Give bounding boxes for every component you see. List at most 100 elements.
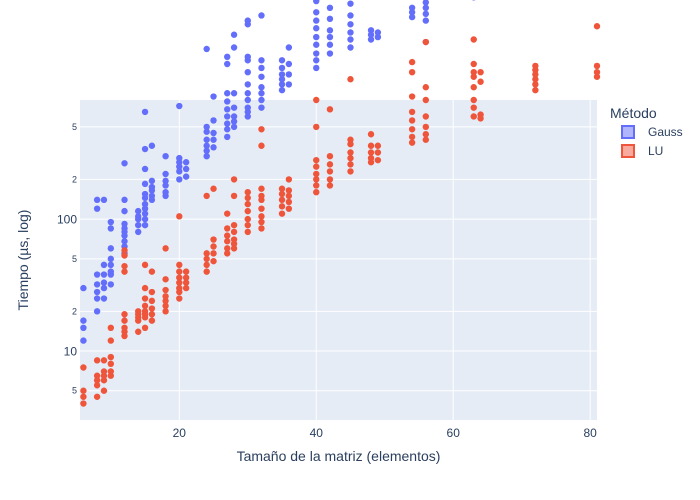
- point-gauss[interactable]: [93, 288, 101, 296]
- point-gauss[interactable]: [285, 44, 293, 51]
- point-gauss[interactable]: [141, 165, 149, 173]
- point-gauss[interactable]: [148, 142, 156, 149]
- point-gauss[interactable]: [148, 183, 156, 191]
- point-lu[interactable]: [244, 221, 251, 229]
- point-lu[interactable]: [244, 194, 251, 202]
- legend-item-gauss[interactable]: Gauss: [621, 125, 683, 139]
- point-lu[interactable]: [285, 198, 293, 206]
- point-lu[interactable]: [93, 377, 101, 384]
- point-gauss[interactable]: [326, 27, 334, 34]
- point-lu[interactable]: [422, 123, 430, 131]
- point-gauss[interactable]: [210, 117, 217, 124]
- point-lu[interactable]: [100, 368, 108, 375]
- point-lu[interactable]: [224, 238, 231, 245]
- point-lu[interactable]: [470, 36, 477, 43]
- point-gauss[interactable]: [141, 205, 149, 212]
- point-gauss[interactable]: [278, 76, 286, 83]
- point-gauss[interactable]: [210, 136, 217, 143]
- point-lu[interactable]: [374, 149, 382, 156]
- point-gauss[interactable]: [100, 284, 108, 292]
- point-lu[interactable]: [408, 117, 416, 124]
- point-gauss[interactable]: [313, 41, 320, 48]
- point-gauss[interactable]: [367, 31, 375, 38]
- point-gauss[interactable]: [422, 10, 430, 18]
- point-lu[interactable]: [121, 252, 128, 259]
- point-lu[interactable]: [258, 126, 265, 133]
- point-lu[interactable]: [224, 225, 231, 232]
- point-lu[interactable]: [93, 357, 101, 364]
- point-lu[interactable]: [230, 221, 238, 229]
- point-lu[interactable]: [107, 324, 115, 332]
- point-gauss[interactable]: [100, 271, 108, 278]
- point-gauss[interactable]: [258, 64, 265, 72]
- point-lu[interactable]: [347, 149, 354, 156]
- point-gauss[interactable]: [107, 255, 115, 263]
- point-gauss[interactable]: [176, 154, 183, 162]
- point-lu[interactable]: [532, 76, 539, 83]
- point-lu[interactable]: [224, 232, 231, 239]
- point-gauss[interactable]: [258, 12, 265, 19]
- point-gauss[interactable]: [107, 261, 115, 269]
- point-gauss[interactable]: [210, 129, 217, 137]
- point-lu[interactable]: [593, 23, 601, 30]
- point-gauss[interactable]: [135, 228, 142, 236]
- point-gauss[interactable]: [203, 142, 210, 149]
- point-lu[interactable]: [162, 293, 169, 300]
- point-lu[interactable]: [532, 62, 539, 70]
- point-gauss[interactable]: [313, 9, 320, 16]
- point-gauss[interactable]: [182, 165, 190, 173]
- point-gauss[interactable]: [230, 113, 238, 120]
- point-gauss[interactable]: [121, 160, 128, 167]
- point-gauss[interactable]: [285, 71, 293, 78]
- point-gauss[interactable]: [326, 33, 334, 41]
- point-gauss[interactable]: [347, 36, 354, 43]
- point-gauss[interactable]: [80, 337, 87, 344]
- point-gauss[interactable]: [313, 57, 320, 64]
- point-lu[interactable]: [285, 176, 293, 183]
- point-gauss[interactable]: [244, 68, 251, 76]
- point-lu[interactable]: [422, 84, 430, 91]
- point-gauss[interactable]: [121, 238, 128, 245]
- point-gauss[interactable]: [230, 118, 238, 125]
- point-lu[interactable]: [121, 262, 128, 270]
- legend-item-lu[interactable]: LU: [621, 144, 663, 158]
- point-gauss[interactable]: [408, 13, 416, 21]
- point-gauss[interactable]: [313, 17, 320, 24]
- point-lu[interactable]: [258, 192, 265, 200]
- point-gauss[interactable]: [93, 295, 101, 302]
- point-gauss[interactable]: [93, 196, 101, 204]
- point-lu[interactable]: [203, 261, 210, 269]
- point-lu[interactable]: [313, 170, 320, 178]
- point-gauss[interactable]: [244, 113, 251, 120]
- point-gauss[interactable]: [182, 173, 190, 180]
- point-gauss[interactable]: [141, 221, 149, 229]
- point-lu[interactable]: [285, 192, 293, 200]
- point-gauss[interactable]: [224, 126, 231, 133]
- point-gauss[interactable]: [258, 90, 265, 97]
- point-lu[interactable]: [470, 68, 477, 76]
- point-lu[interactable]: [230, 236, 238, 243]
- point-lu[interactable]: [141, 308, 149, 315]
- point-lu[interactable]: [244, 188, 251, 196]
- point-lu[interactable]: [141, 302, 149, 310]
- point-lu[interactable]: [367, 131, 375, 138]
- point-gauss[interactable]: [224, 90, 231, 97]
- point-lu[interactable]: [278, 185, 286, 192]
- point-lu[interactable]: [100, 377, 108, 384]
- point-gauss[interactable]: [258, 84, 265, 91]
- point-lu[interactable]: [230, 192, 238, 200]
- point-gauss[interactable]: [162, 170, 169, 178]
- point-gauss[interactable]: [367, 27, 375, 34]
- point-lu[interactable]: [285, 187, 293, 194]
- point-lu[interactable]: [593, 62, 601, 70]
- point-gauss[interactable]: [162, 177, 169, 185]
- point-lu[interactable]: [176, 274, 183, 281]
- point-gauss[interactable]: [347, 0, 354, 7]
- point-gauss[interactable]: [121, 207, 128, 215]
- point-lu[interactable]: [210, 185, 217, 192]
- point-lu[interactable]: [121, 324, 128, 332]
- point-gauss[interactable]: [224, 98, 231, 105]
- point-lu[interactable]: [470, 113, 477, 120]
- point-lu[interactable]: [258, 213, 265, 220]
- point-lu[interactable]: [148, 288, 156, 296]
